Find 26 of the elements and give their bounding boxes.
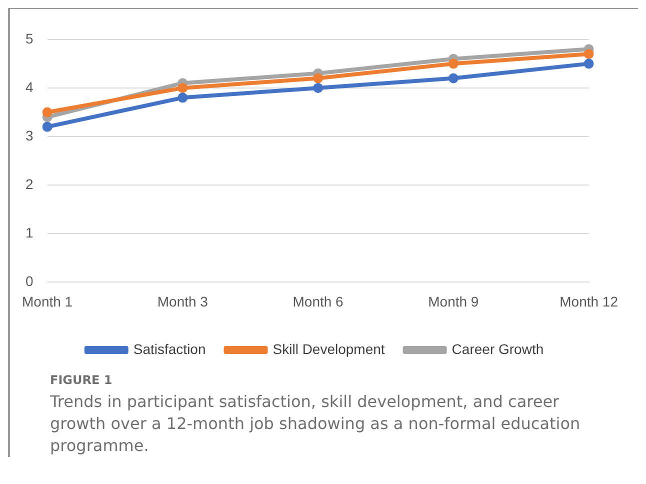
point [584,58,594,69]
point [448,73,458,84]
legend-label: Career Growth [452,340,544,357]
point [448,58,458,69]
y-tick-label: 2 [25,176,34,192]
x-tick-label: Month 6 [292,293,344,310]
y-tick-label: 4 [25,78,34,95]
x-tick-label: Month 3 [157,293,208,310]
caption: FIGURE 1 [50,373,114,387]
y-tick-label: 3 [25,127,34,144]
point [313,73,324,84]
point [42,122,52,132]
x-tick-label: Month 1 [22,293,73,310]
legend-label: Skill Development [272,340,385,357]
y-tick-label: 0 [25,273,34,290]
point [584,48,594,59]
text: Trends in participant satisfaction, skill development, and career growth over a 12-month job shadowing as a non-formal education programme. [50,391,582,457]
point [178,82,188,93]
point [313,82,324,93]
x-tick-label: Month 9 [428,293,479,310]
y-tick-label: 1 [25,224,34,240]
point [42,107,52,118]
x-tick-label: Month 12 [560,293,618,310]
point [178,92,188,103]
legend-label: Satisfaction [133,340,206,357]
y-tick-label: 5 [25,30,34,46]
